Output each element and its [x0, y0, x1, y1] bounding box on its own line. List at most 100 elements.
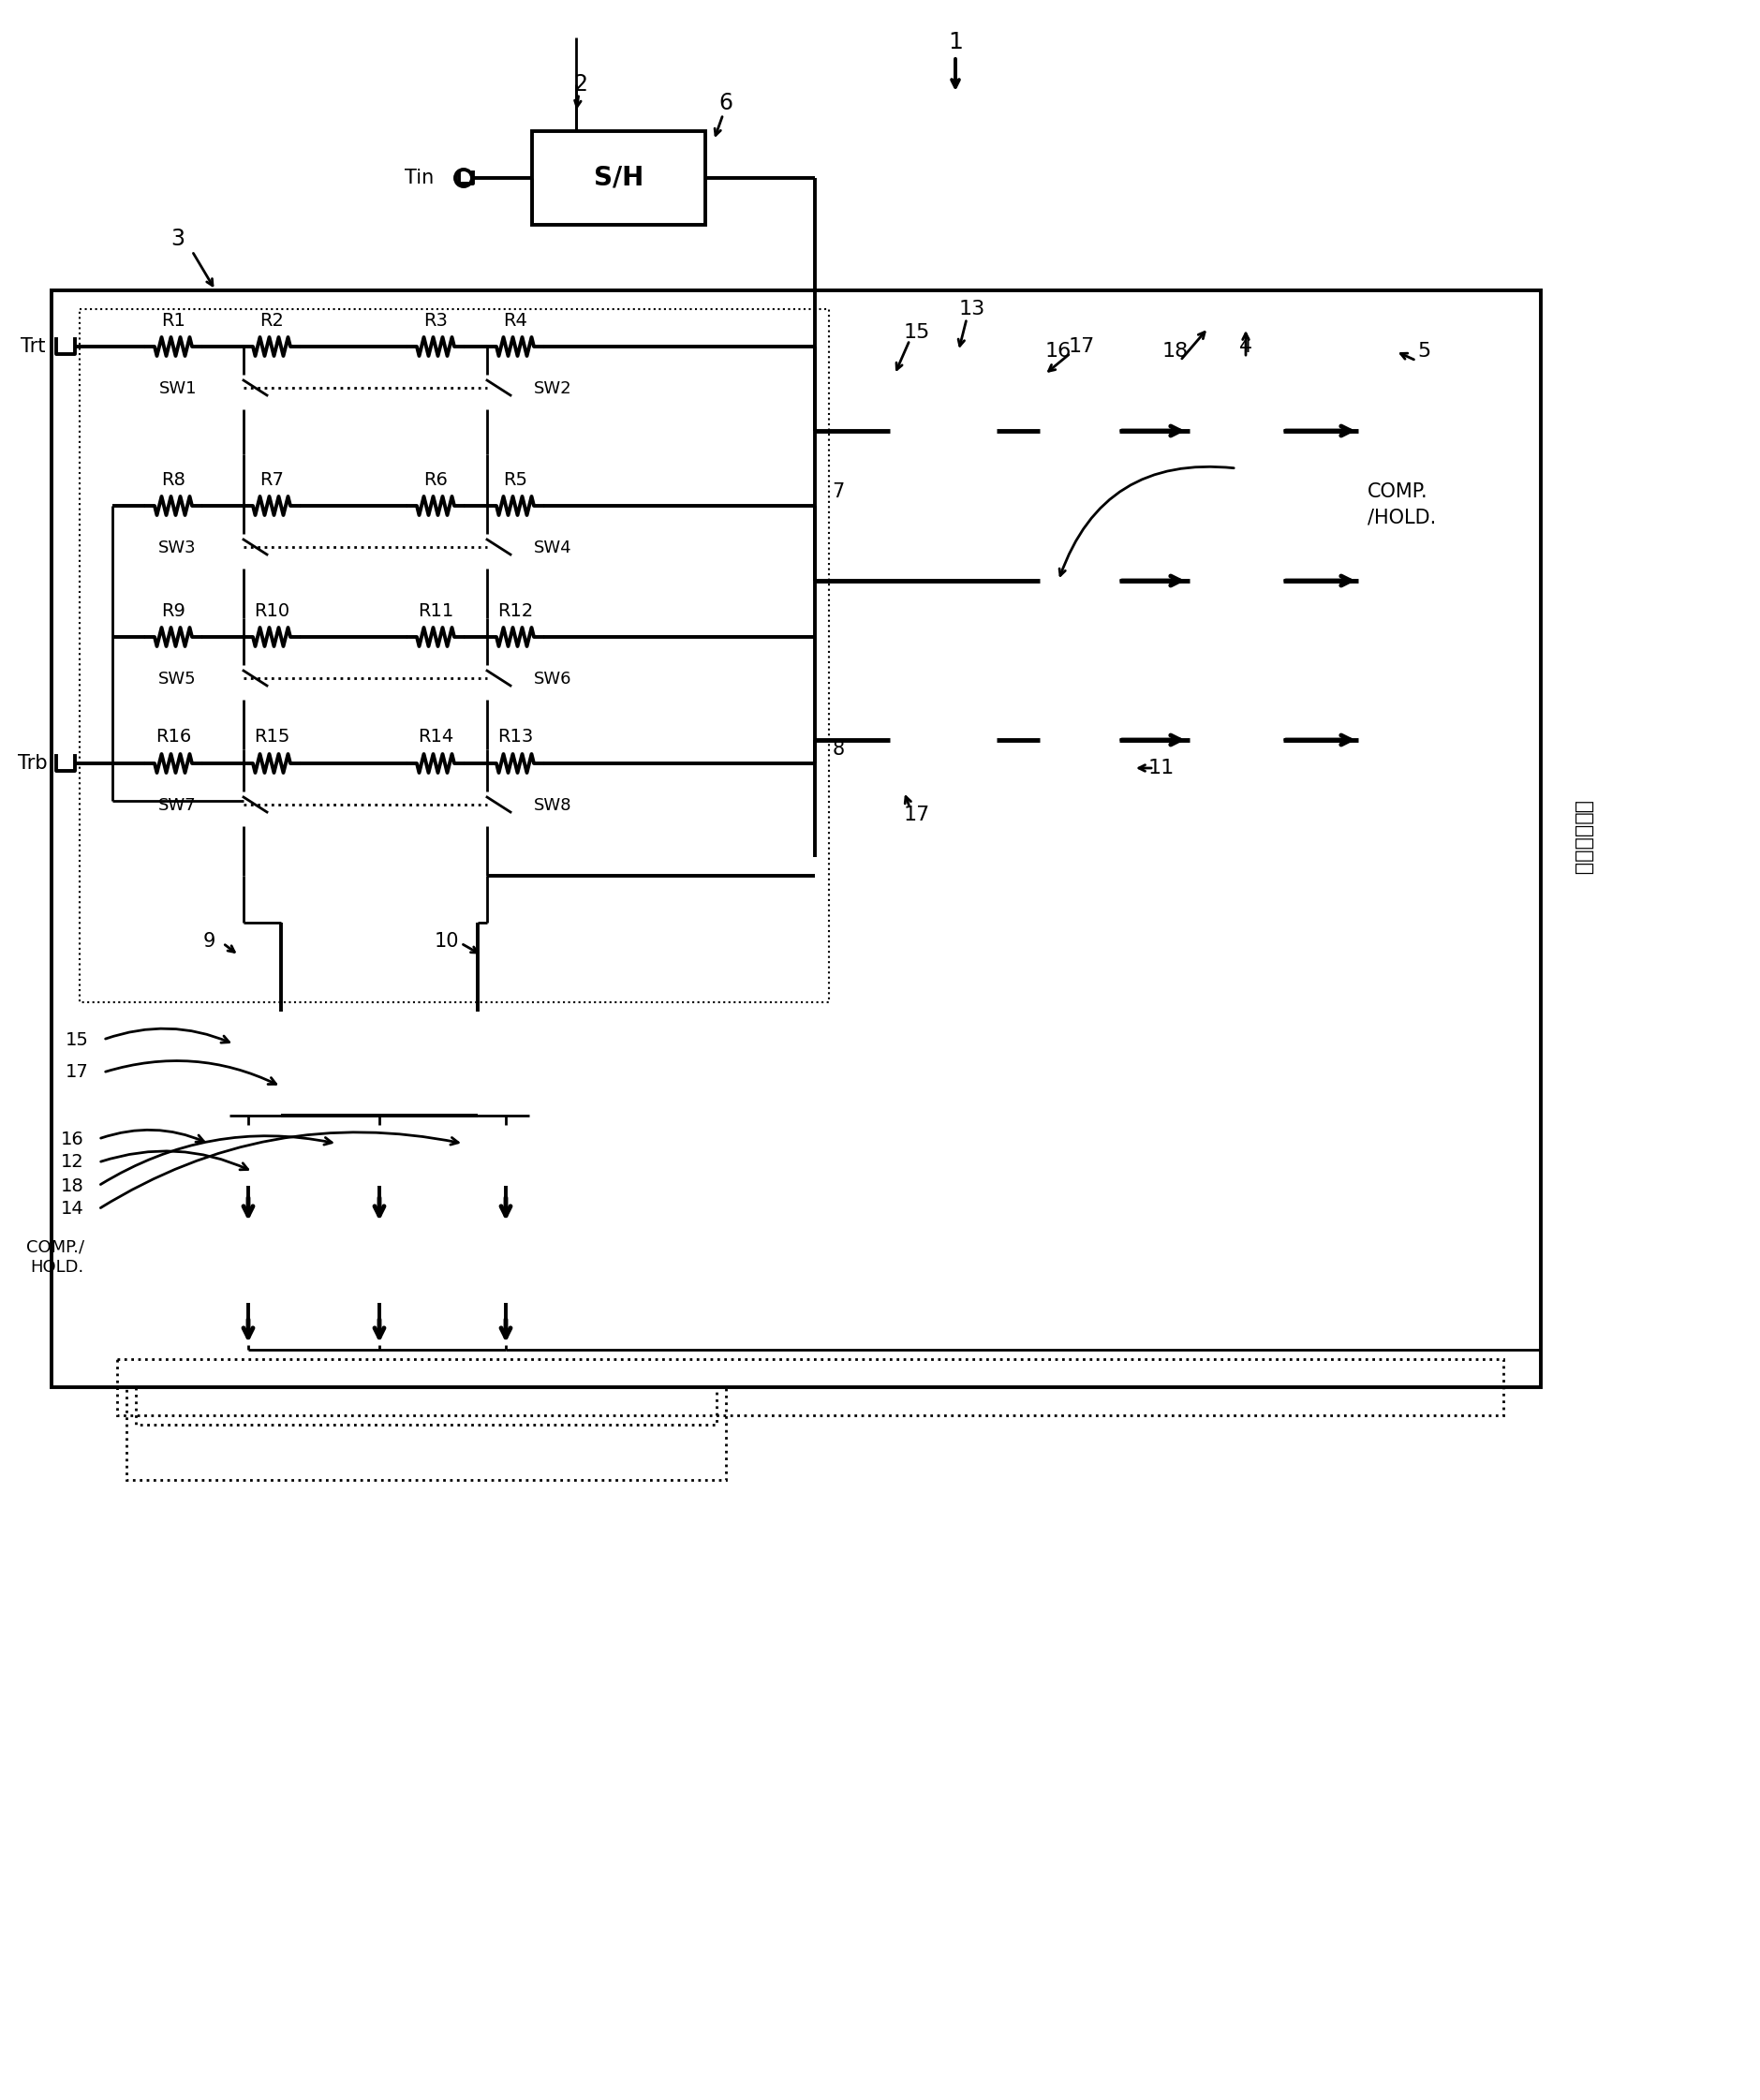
- Circle shape: [810, 758, 820, 769]
- Text: 17: 17: [65, 1063, 90, 1082]
- Text: 16: 16: [1045, 342, 1072, 361]
- Bar: [1026, 689, 1139, 788]
- Text: R3: R3: [424, 311, 447, 330]
- Circle shape: [236, 809, 252, 825]
- Text: 5: 5: [1417, 342, 1431, 361]
- Text: SW6: SW6: [533, 670, 572, 687]
- Bar: [1190, 393, 1283, 468]
- Text: 14: 14: [62, 1201, 84, 1218]
- Polygon shape: [341, 1126, 417, 1186]
- Bar: [1190, 704, 1283, 777]
- Bar: [852, 338, 1133, 815]
- Polygon shape: [211, 1126, 285, 1186]
- Bar: [51, 290, 1540, 1388]
- Text: HOLD.: HOLD.: [30, 1258, 84, 1275]
- Circle shape: [269, 1082, 292, 1105]
- Text: SW1: SW1: [158, 380, 197, 397]
- Text: Trt: Trt: [21, 338, 46, 355]
- Circle shape: [236, 657, 252, 674]
- Circle shape: [479, 393, 496, 410]
- Text: COMP./: COMP./: [26, 1239, 84, 1256]
- Text: R8: R8: [162, 470, 185, 489]
- Polygon shape: [1040, 706, 1119, 775]
- Text: SW5: SW5: [158, 670, 197, 687]
- Circle shape: [482, 758, 491, 769]
- Circle shape: [973, 420, 996, 443]
- Circle shape: [810, 632, 820, 643]
- Circle shape: [479, 809, 496, 825]
- Circle shape: [482, 872, 491, 880]
- Text: 2: 2: [574, 74, 588, 94]
- Text: R15: R15: [253, 729, 290, 746]
- Text: R12: R12: [498, 603, 533, 620]
- Text: 7: 7: [832, 483, 845, 502]
- Circle shape: [239, 796, 248, 806]
- Circle shape: [466, 1082, 489, 1105]
- Circle shape: [456, 170, 472, 187]
- Circle shape: [276, 1111, 285, 1119]
- Circle shape: [482, 342, 491, 351]
- Bar: [1190, 544, 1283, 617]
- Text: R6: R6: [424, 470, 447, 489]
- Circle shape: [810, 502, 820, 510]
- Circle shape: [236, 365, 252, 382]
- Bar: [862, 355, 1139, 514]
- Circle shape: [810, 758, 820, 769]
- Polygon shape: [239, 1012, 324, 1082]
- Text: 17: 17: [1068, 338, 1095, 355]
- Bar: [127, 974, 725, 1480]
- Text: R7: R7: [259, 470, 283, 489]
- Circle shape: [810, 735, 820, 746]
- Circle shape: [973, 729, 996, 752]
- Polygon shape: [891, 704, 973, 777]
- Text: R5: R5: [503, 470, 528, 489]
- Text: R9: R9: [162, 603, 185, 620]
- Circle shape: [810, 426, 820, 435]
- Circle shape: [236, 682, 252, 699]
- Text: 15: 15: [903, 323, 929, 342]
- Text: Tin: Tin: [405, 168, 435, 187]
- Text: SW2: SW2: [533, 380, 572, 397]
- Text: R14: R14: [417, 729, 454, 746]
- Circle shape: [479, 682, 496, 699]
- Text: SW4: SW4: [533, 540, 572, 556]
- Circle shape: [479, 552, 496, 569]
- Text: R1: R1: [162, 311, 185, 330]
- Text: SW7: SW7: [158, 798, 197, 815]
- Bar: [338, 1228, 421, 1302]
- Text: /HOLD.: /HOLD.: [1368, 508, 1436, 527]
- Circle shape: [236, 783, 252, 800]
- Circle shape: [239, 632, 248, 643]
- Circle shape: [482, 502, 491, 510]
- Circle shape: [810, 632, 820, 643]
- Circle shape: [810, 575, 820, 586]
- Text: SW8: SW8: [533, 798, 572, 815]
- Circle shape: [239, 758, 248, 769]
- Circle shape: [482, 632, 491, 643]
- Text: SW3: SW3: [158, 540, 197, 556]
- Bar: [206, 1228, 290, 1302]
- Circle shape: [239, 502, 248, 510]
- Circle shape: [473, 1111, 482, 1119]
- Polygon shape: [435, 1012, 519, 1082]
- Text: 11: 11: [1148, 758, 1174, 777]
- Text: Trb: Trb: [18, 754, 48, 773]
- Text: 6: 6: [718, 92, 732, 113]
- Bar: [532, 130, 706, 225]
- Polygon shape: [1040, 395, 1119, 466]
- Text: 16: 16: [62, 1130, 84, 1149]
- Circle shape: [479, 525, 496, 542]
- Bar: [118, 1359, 1503, 1415]
- Text: S/H: S/H: [593, 166, 644, 191]
- Bar: [136, 1359, 716, 1424]
- Circle shape: [239, 342, 248, 351]
- Text: R2: R2: [259, 311, 283, 330]
- Circle shape: [236, 525, 252, 542]
- Bar: [463, 1228, 547, 1302]
- Circle shape: [479, 783, 496, 800]
- Bar: [876, 380, 1012, 483]
- Text: R13: R13: [498, 729, 533, 746]
- Text: R4: R4: [503, 311, 528, 330]
- Text: R16: R16: [155, 729, 192, 746]
- Text: 18: 18: [62, 1176, 84, 1195]
